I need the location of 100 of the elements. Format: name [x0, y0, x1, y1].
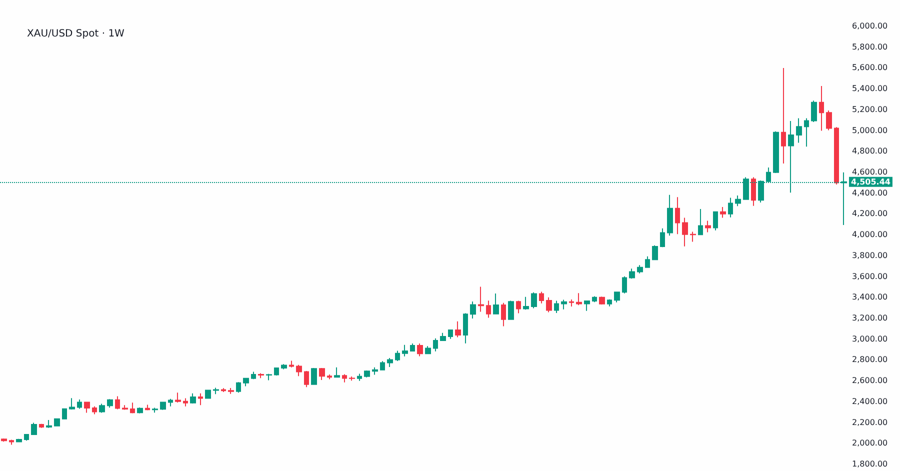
candlestick	[258, 372, 264, 379]
candlestick	[46, 419, 52, 428]
candlestick	[675, 196, 680, 235]
y-tick-label: 4,000.00	[852, 230, 888, 240]
ref-line-label: 4,505.44	[851, 177, 891, 186]
candlestick	[463, 312, 468, 344]
candlestick	[334, 366, 340, 378]
y-tick-label: 6,000.00	[852, 22, 888, 30]
candlestick	[705, 220, 711, 233]
candlestick	[607, 298, 612, 307]
candlestick	[622, 276, 627, 294]
candlestick	[380, 360, 385, 371]
candlestick	[698, 208, 703, 236]
candlestick	[804, 118, 809, 148]
candlestick	[107, 398, 113, 408]
candlestick	[448, 329, 453, 340]
candlestick	[115, 396, 120, 410]
candlestick	[751, 176, 756, 206]
y-tick-label: 4,200.00	[852, 209, 888, 218]
candlestick	[349, 376, 355, 382]
candlestick	[402, 344, 408, 357]
candlestick	[84, 401, 90, 414]
candlestick	[190, 392, 196, 404]
y-tick-label: 5,600.00	[852, 63, 888, 72]
candlestick	[796, 118, 802, 144]
y-tick-label: 2,800.00	[852, 355, 888, 364]
candlestick	[584, 300, 590, 312]
candlestick	[508, 300, 514, 320]
y-tick-label: 3,200.00	[852, 314, 888, 322]
candlestick	[645, 256, 650, 268]
candlestick	[289, 360, 294, 368]
candlestick	[592, 296, 597, 303]
candlestick	[599, 296, 605, 305]
candlestick	[410, 343, 415, 352]
candlestick	[364, 370, 370, 378]
candlestick	[24, 433, 29, 442]
candlestick	[433, 338, 438, 352]
y-tick-label: 3,000.00	[852, 334, 888, 344]
candlestick	[243, 377, 249, 387]
candlestick	[629, 268, 635, 280]
candlestick	[417, 342, 423, 357]
candlestick	[493, 292, 499, 314]
candlestick	[652, 244, 658, 260]
candlestick	[516, 300, 521, 314]
candlestick	[304, 370, 309, 388]
candlestick	[183, 398, 188, 407]
candlestick	[667, 194, 673, 236]
candlestick	[720, 206, 726, 218]
candlestick	[274, 367, 279, 376]
y-tick-label: 2,600.00	[852, 376, 888, 386]
candlestick	[130, 402, 135, 414]
candlestick	[713, 211, 718, 231]
y-tick-label: 5,000.00	[852, 126, 888, 135]
candlestick	[319, 367, 325, 381]
candlestick	[455, 320, 461, 338]
candlestick	[236, 382, 241, 394]
candlestick	[395, 350, 400, 362]
candlestick	[62, 408, 67, 420]
candlestick	[546, 296, 552, 313]
candlestick	[168, 398, 173, 407]
candlestick	[9, 439, 14, 446]
candlestick	[266, 373, 272, 381]
candlestick	[501, 302, 506, 327]
candlestick	[826, 110, 832, 131]
candlestick	[819, 85, 824, 132]
y-tick-label: 5,800.00	[852, 42, 888, 52]
y-tick-label: 4,400.00	[852, 188, 888, 198]
candlestick	[145, 404, 150, 411]
candlestick	[198, 392, 203, 406]
candlestick	[152, 407, 158, 414]
candlestick	[311, 367, 317, 385]
y-tick-label: 2,400.00	[852, 396, 888, 406]
candlestick	[470, 301, 476, 320]
candlestick	[281, 364, 287, 370]
y-tick-label: 5,400.00	[852, 84, 888, 94]
candlestick	[637, 264, 643, 274]
candlestick	[486, 300, 491, 318]
candlestick	[372, 366, 378, 376]
candlestick	[425, 346, 431, 354]
candlestick	[811, 100, 817, 122]
candlestick	[561, 299, 567, 310]
y-tick-label: 2,200.00	[852, 418, 888, 427]
candlestick	[531, 292, 537, 309]
candlestick	[576, 292, 582, 306]
candlestick	[682, 217, 688, 247]
candlestick	[39, 423, 44, 428]
y-tick-label: 3,800.00	[852, 250, 888, 260]
candlestick	[569, 299, 574, 308]
candlestick	[539, 291, 544, 304]
candlestick	[773, 130, 779, 174]
candlestick	[834, 126, 839, 186]
y-tick-label: 3,400.00	[852, 292, 888, 302]
candlestick	[728, 197, 733, 218]
candlestick	[440, 332, 446, 342]
candlestick	[690, 231, 696, 242]
y-tick-label: 2,000.00	[852, 438, 888, 448]
candlestick	[342, 374, 347, 383]
candlestick	[160, 402, 166, 410]
candlestick	[387, 357, 393, 368]
candlestick	[54, 418, 60, 427]
